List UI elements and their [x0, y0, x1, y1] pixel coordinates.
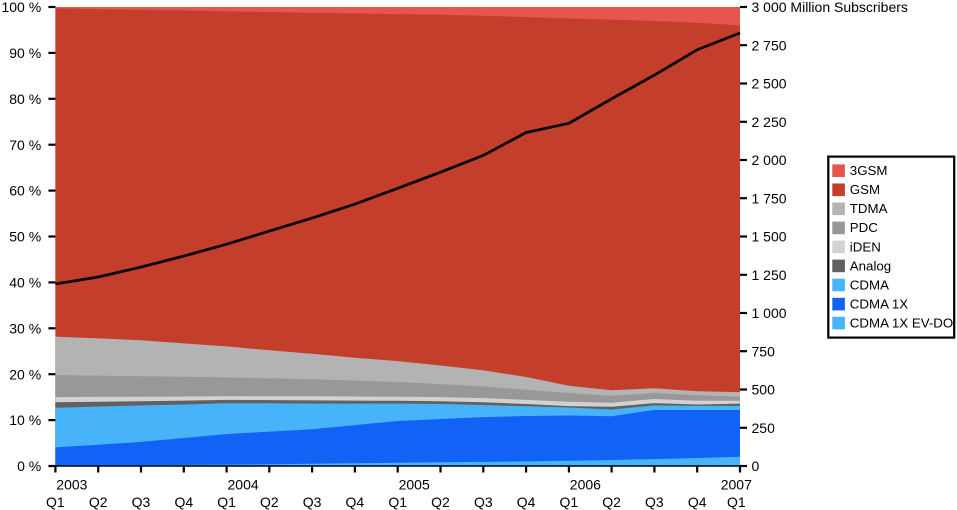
- svg-text:Q3: Q3: [303, 494, 322, 510]
- svg-text:0 %: 0 %: [17, 458, 41, 474]
- svg-text:90 %: 90 %: [9, 45, 41, 61]
- svg-text:iDEN: iDEN: [850, 239, 881, 254]
- svg-text:Q2: Q2: [431, 494, 450, 510]
- svg-text:1 000: 1 000: [752, 305, 787, 321]
- svg-text:10 %: 10 %: [9, 412, 41, 428]
- svg-text:GSM: GSM: [850, 182, 880, 197]
- svg-text:70 %: 70 %: [9, 137, 41, 153]
- svg-text:Q1: Q1: [217, 494, 236, 510]
- svg-text:Q4: Q4: [688, 494, 707, 510]
- svg-text:Q3: Q3: [132, 494, 151, 510]
- svg-text:Q1: Q1: [46, 494, 65, 510]
- svg-text:Q1: Q1: [727, 494, 746, 510]
- svg-text:CDMA 1X EV-DO: CDMA 1X EV-DO: [850, 316, 953, 331]
- svg-text:2 750: 2 750: [752, 37, 787, 53]
- svg-text:2005: 2005: [399, 477, 430, 493]
- svg-text:Q2: Q2: [89, 494, 108, 510]
- svg-text:100 %: 100 %: [1, 0, 41, 15]
- svg-text:CDMA: CDMA: [850, 277, 889, 292]
- svg-text:Q1: Q1: [388, 494, 407, 510]
- svg-text:30 %: 30 %: [9, 320, 41, 336]
- svg-text:Q1: Q1: [560, 494, 579, 510]
- svg-text:250: 250: [752, 420, 776, 436]
- svg-text:2006: 2006: [570, 477, 601, 493]
- svg-text:PDC: PDC: [850, 220, 878, 235]
- svg-text:80 %: 80 %: [9, 91, 41, 107]
- svg-text:1 250: 1 250: [752, 267, 787, 283]
- svg-text:50 %: 50 %: [9, 229, 41, 245]
- svg-text:1 750: 1 750: [752, 190, 787, 206]
- svg-text:Q2: Q2: [602, 494, 621, 510]
- svg-text:3 000 Million Subscribers: 3 000 Million Subscribers: [752, 0, 908, 15]
- svg-text:Q4: Q4: [517, 494, 536, 510]
- svg-text:Q3: Q3: [474, 494, 493, 510]
- svg-text:2004: 2004: [228, 477, 259, 493]
- svg-text:Q3: Q3: [645, 494, 664, 510]
- svg-text:CDMA 1X: CDMA 1X: [850, 296, 909, 311]
- svg-text:0: 0: [752, 458, 760, 474]
- svg-text:2003: 2003: [56, 477, 87, 493]
- svg-text:3GSM: 3GSM: [850, 163, 888, 178]
- svg-text:2007: 2007: [721, 477, 752, 493]
- svg-text:750: 750: [752, 343, 776, 359]
- svg-text:1 500: 1 500: [752, 229, 787, 245]
- svg-text:20 %: 20 %: [9, 366, 41, 382]
- svg-text:2 000: 2 000: [752, 152, 787, 168]
- svg-text:Analog: Analog: [850, 258, 891, 273]
- svg-text:500: 500: [752, 382, 776, 398]
- svg-text:2 250: 2 250: [752, 114, 787, 130]
- svg-text:40 %: 40 %: [9, 275, 41, 291]
- svg-text:2 500: 2 500: [752, 76, 787, 92]
- svg-text:TDMA: TDMA: [850, 201, 888, 216]
- svg-text:Q4: Q4: [346, 494, 365, 510]
- svg-text:Q2: Q2: [260, 494, 279, 510]
- svg-text:Q4: Q4: [174, 494, 193, 510]
- svg-text:60 %: 60 %: [9, 183, 41, 199]
